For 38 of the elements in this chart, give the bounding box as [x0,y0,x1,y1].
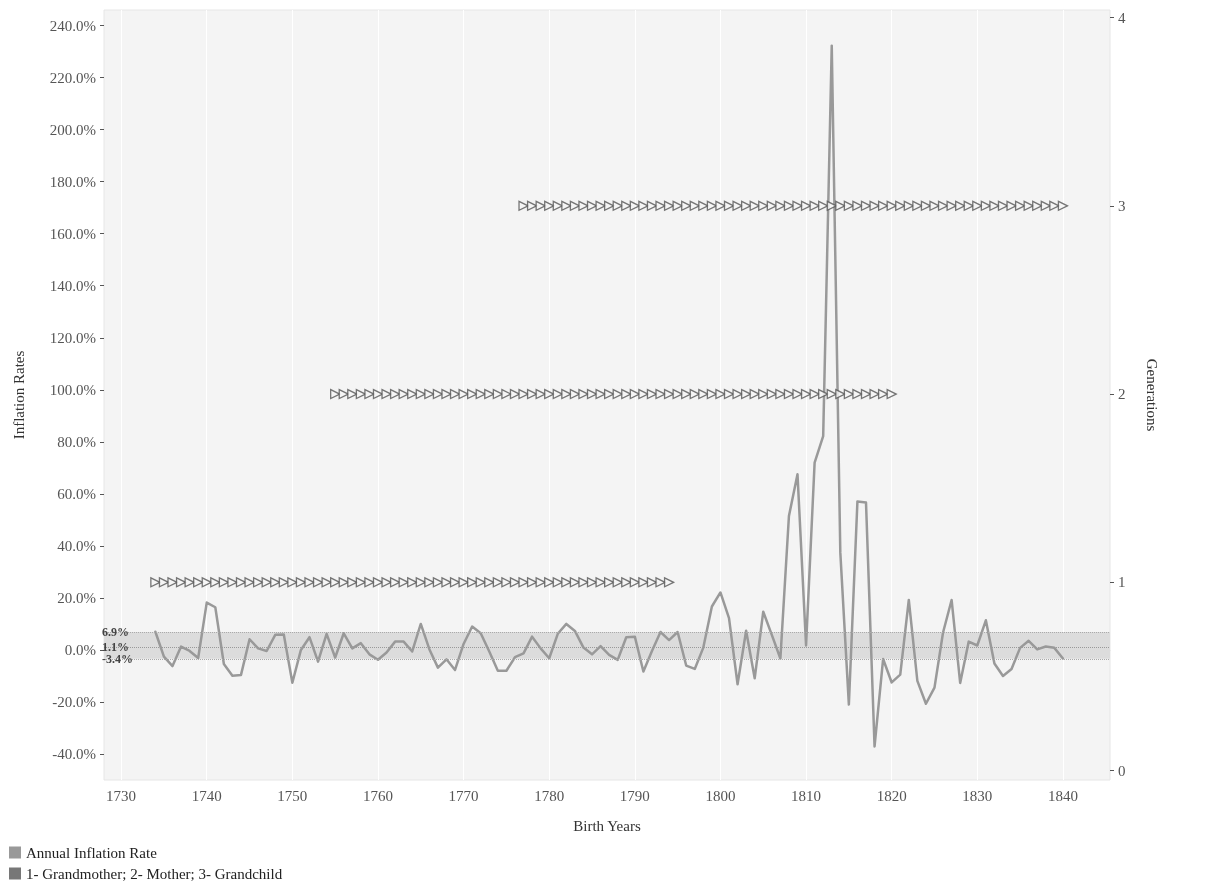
y2-tick-label: 3 [1118,197,1126,214]
legend-label: Annual Inflation Rate [26,844,158,861]
y-tick-label: 20.0% [57,589,96,606]
y-tick-label: 160.0% [49,225,96,242]
legend-label: 1- Grandmother; 2- Mother; 3- Grandchild [26,865,283,882]
x-tick-label: 1760 [362,787,393,804]
y-tick-label: 220.0% [49,69,96,86]
y2-tick-label: 1 [1118,574,1126,591]
x-tick-label: 1830 [962,787,993,804]
y-tick-label: 140.0% [49,277,96,294]
y-tick-label: 60.0% [57,485,96,502]
x-tick-label: 1740 [191,787,222,804]
y-tick-label: 0.0% [64,641,96,658]
y2-tick-label: 0 [1118,762,1126,779]
y-tick-label: -20.0% [52,693,96,710]
ref-line-label: 6.9% [102,624,129,639]
y2-tick-label: 4 [1118,9,1126,26]
x-tick-label: 1840 [1047,787,1078,804]
x-tick-label: 1790 [619,787,650,804]
y-axis-title: Inflation Rates [10,350,27,440]
y2-axis-title: Generations [1143,358,1160,432]
y-tick-label: -40.0% [52,745,96,762]
y-tick-label: 240.0% [49,17,96,34]
y-tick-label: 80.0% [57,433,96,450]
y-tick-label: 200.0% [49,121,96,138]
x-tick-label: 1810 [791,787,822,804]
x-tick-label: 1820 [876,787,907,804]
y2-tick-label: 2 [1118,386,1126,403]
y-tick-label: 40.0% [57,537,96,554]
x-axis-title: Birth Years [573,817,641,834]
x-tick-label: 1800 [705,787,736,804]
x-tick-label: 1780 [534,787,565,804]
y-tick-label: 120.0% [49,329,96,346]
x-tick-label: 1750 [277,787,308,804]
y-tick-label: 180.0% [49,173,96,190]
x-tick-label: 1770 [448,787,479,804]
y-tick-label: 100.0% [49,381,96,398]
x-tick-label: 1730 [106,787,137,804]
